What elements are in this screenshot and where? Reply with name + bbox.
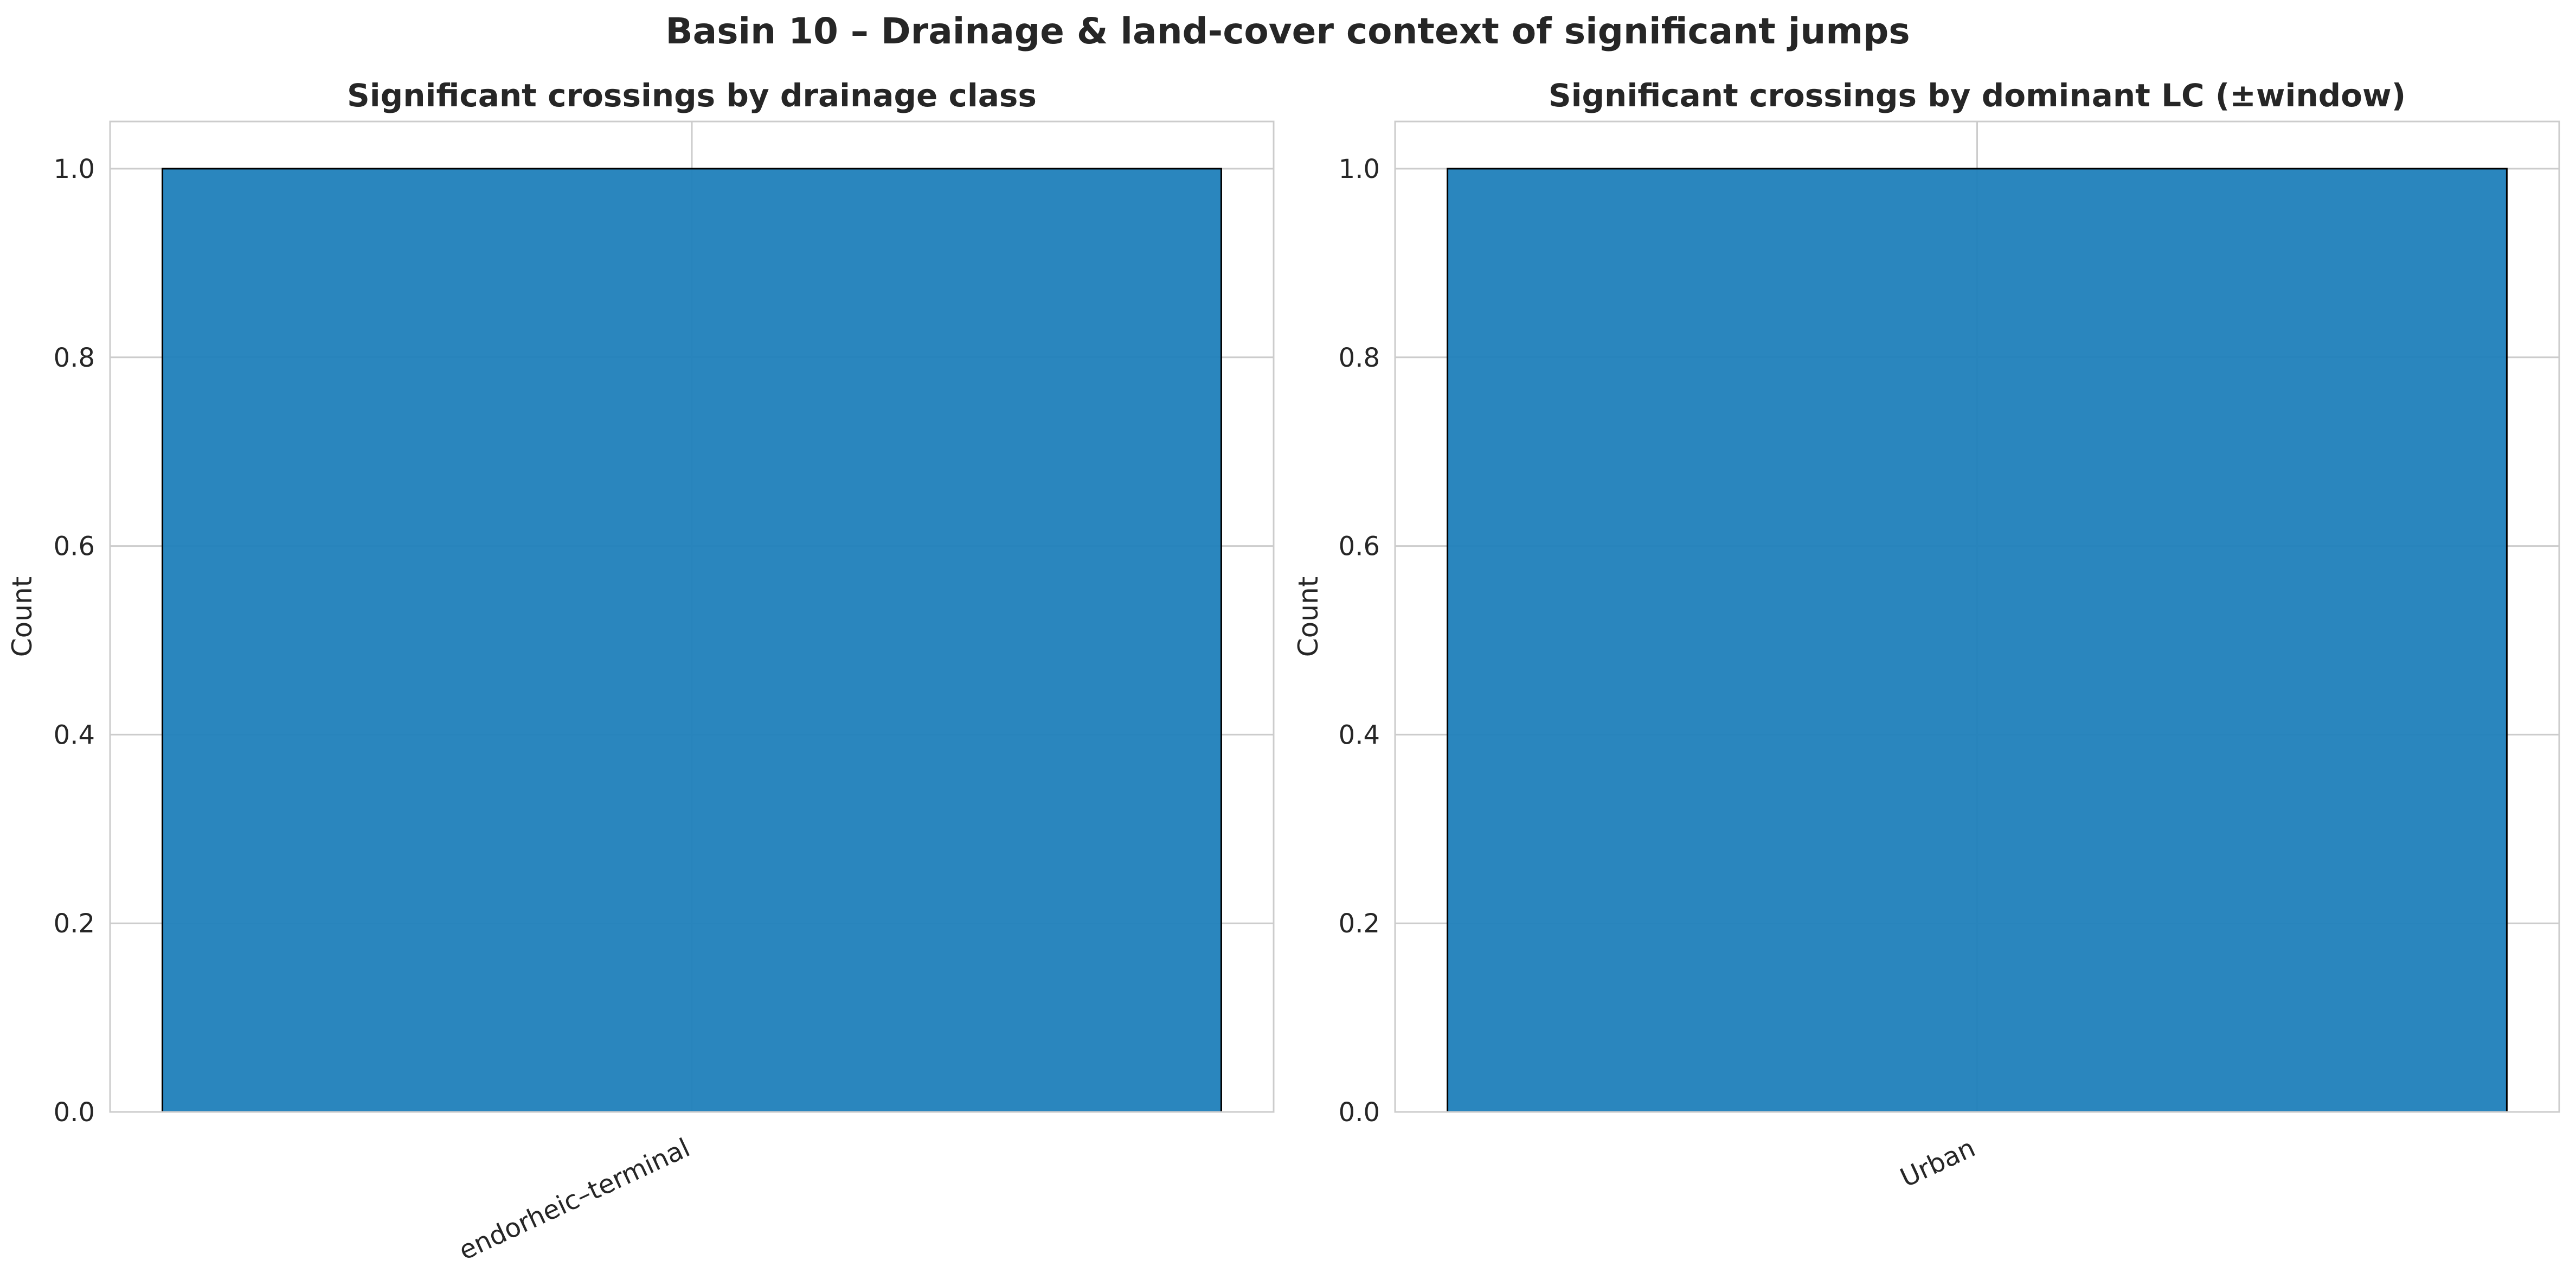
y-axis-label: Count (1293, 577, 1324, 657)
panel-title: Significant crossings by drainage class (347, 77, 1037, 114)
y-tick-label: 0.0 (54, 1097, 95, 1128)
y-tick-label: 0.4 (1339, 720, 1380, 750)
axes-frame (1394, 120, 2560, 1113)
y-axis-label: Count (7, 577, 38, 657)
y-tick-label: 0.2 (1339, 909, 1380, 939)
bar (162, 168, 1222, 1113)
figure-title: Basin 10 – Drainage & land-cover context… (665, 10, 1910, 52)
panel-title: Significant crossings by dominant LC (±w… (1549, 77, 2406, 114)
left-chart-panel: 0.00.20.40.60.81.0endorheic–terminalSign… (7, 77, 1275, 1266)
y-tick-label: 0.2 (54, 909, 95, 939)
y-tick-label: 0.0 (1339, 1097, 1380, 1128)
y-tick-label: 1.0 (54, 154, 95, 184)
axes-frame (109, 120, 1275, 1113)
y-tick-label: 0.8 (54, 343, 95, 373)
y-tick-label: 0.4 (54, 720, 95, 750)
y-tick-label: 0.6 (1339, 532, 1380, 562)
y-tick-label: 1.0 (1339, 154, 1380, 184)
y-tick-label: 0.8 (1339, 343, 1380, 373)
y-tick-label: 0.6 (54, 532, 95, 562)
bar (1447, 168, 2508, 1113)
